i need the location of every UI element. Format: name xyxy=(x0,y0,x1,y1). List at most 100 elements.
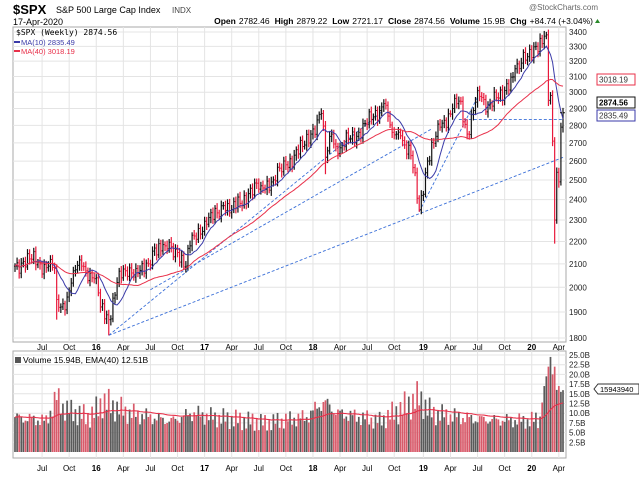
volume-tick-label: 5.0B xyxy=(569,429,585,438)
volume-bar xyxy=(551,374,554,452)
volume-x-label: 19 xyxy=(419,464,428,473)
volume-bar xyxy=(203,424,206,452)
volume-bar xyxy=(555,389,558,452)
high-label: High xyxy=(275,16,294,26)
volume-value: 15.9B xyxy=(483,16,506,26)
price-tick-label: 1800 xyxy=(569,334,587,343)
ma10-line xyxy=(14,45,564,306)
volume-bar xyxy=(301,410,304,452)
volume-bar xyxy=(230,415,233,452)
volume-bar xyxy=(316,408,318,452)
volume-bar xyxy=(128,409,131,452)
volume-bar xyxy=(380,425,383,452)
price-legend: $SPX (Weekly) 2874.56 MA(10) 2835.49 MA(… xyxy=(14,28,117,56)
volume-bar xyxy=(501,420,504,452)
volume-bar xyxy=(435,425,437,452)
volume-bar xyxy=(341,409,343,452)
volume-bar xyxy=(382,415,385,452)
volume-bar xyxy=(195,415,198,452)
volume-bar xyxy=(291,424,293,452)
price-tick-label: 2100 xyxy=(569,260,587,269)
volume-bar xyxy=(70,399,73,452)
volume-bar xyxy=(185,409,187,452)
volume-bar xyxy=(99,398,102,452)
volume-bar xyxy=(322,401,325,452)
volume-x-label: Oct xyxy=(498,464,511,473)
volume-bar xyxy=(510,417,512,452)
volume-bar xyxy=(239,412,241,452)
volume-bar xyxy=(176,420,179,452)
volume-bar xyxy=(268,419,271,452)
volume-bar xyxy=(303,420,306,452)
volume-bar xyxy=(274,423,277,452)
volume-bars-icon xyxy=(15,357,21,363)
volume-bar xyxy=(547,366,550,452)
volume-bar xyxy=(343,418,346,452)
volume-bar xyxy=(126,423,129,452)
price-x-label: Apr xyxy=(117,343,130,352)
volume-bar xyxy=(368,424,371,452)
volume-x-label: Jul xyxy=(472,464,482,473)
open-value: 2782.46 xyxy=(239,16,270,26)
ma10-tag-box xyxy=(596,109,636,122)
volume-bar xyxy=(153,418,156,452)
price-x-label: Jul xyxy=(37,343,47,352)
low-label: Low xyxy=(332,16,349,26)
watermark: @StockCharts.com xyxy=(529,3,598,12)
volume-bar xyxy=(182,415,185,452)
price-tick-label: 3000 xyxy=(569,88,587,97)
volume-bar xyxy=(237,423,239,452)
triangle-up-icon xyxy=(595,19,600,23)
value-tags: 3018.19 2874.56 2835.49 15943940 xyxy=(593,73,639,395)
price-x-label: 18 xyxy=(309,343,318,352)
volume-bar xyxy=(418,405,421,452)
volume-bar xyxy=(87,413,89,452)
volume-bar xyxy=(393,419,396,452)
volume-bar xyxy=(455,417,458,452)
price-x-label: Apr xyxy=(553,343,566,352)
volume-bar xyxy=(505,414,508,452)
volume-bar xyxy=(109,413,112,452)
volume-bar xyxy=(26,421,29,452)
volume-tick-label: 20.0B xyxy=(569,370,590,379)
volume-bar xyxy=(487,423,489,452)
volume-bar xyxy=(357,416,360,452)
volume-bar xyxy=(66,400,68,452)
trendline xyxy=(150,128,432,291)
volume-bar xyxy=(422,418,425,452)
volume-bar xyxy=(139,424,141,452)
volume-bar xyxy=(51,416,54,452)
volume-bar xyxy=(407,396,410,452)
volume-tick-label: 2.5B xyxy=(569,438,585,447)
volume-bar xyxy=(397,424,400,452)
volume-bar xyxy=(62,403,64,452)
price-x-label: Jul xyxy=(254,343,264,352)
volume-bar xyxy=(462,418,464,452)
volume-x-label: 16 xyxy=(92,464,101,473)
volume-bar xyxy=(518,413,521,452)
volume-bar xyxy=(18,414,21,452)
price-x-label: 16 xyxy=(92,343,101,352)
volume-x-label: Apr xyxy=(117,464,130,473)
volume-bar xyxy=(449,414,452,452)
volume-bar xyxy=(493,414,496,452)
price-tick-label: 2600 xyxy=(569,157,587,166)
volume-bar xyxy=(220,423,223,452)
volume-bar xyxy=(143,419,146,452)
price-panel: 1800 1900 2000 2100 2200 2300 2400 2500 2600 2700… xyxy=(12,26,587,352)
volume-bar xyxy=(410,419,412,452)
volume-bar xyxy=(272,414,275,452)
volume-bar xyxy=(520,421,523,452)
volume-tag: 15943940 xyxy=(600,385,633,394)
volume-x-label: 18 xyxy=(309,464,318,473)
volume-bar xyxy=(524,428,527,452)
volume-bar xyxy=(385,428,387,452)
price-tick-label: 2800 xyxy=(569,121,587,130)
price-tick-label: 2500 xyxy=(569,176,587,185)
high-value: 2879.22 xyxy=(296,16,327,26)
volume-bar xyxy=(360,425,362,452)
volume-bar xyxy=(451,421,454,452)
volume-bar xyxy=(549,356,552,452)
open-label: Open xyxy=(214,16,236,26)
price-tick-label: 2900 xyxy=(569,105,587,114)
